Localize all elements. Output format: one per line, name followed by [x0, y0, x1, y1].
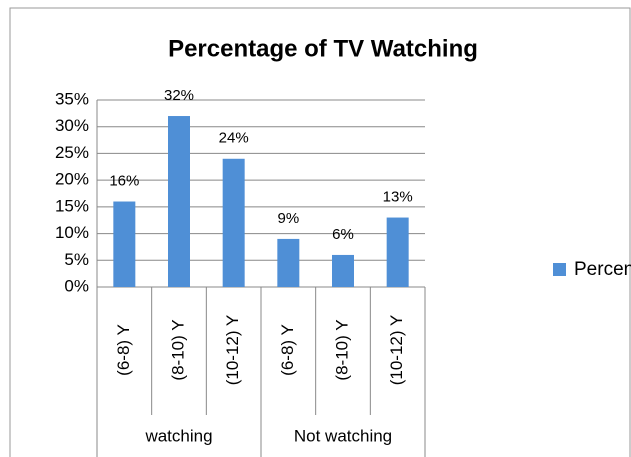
data-label: 6% — [332, 226, 354, 243]
y-tick-label: 15% — [55, 196, 89, 215]
x-tick-label: (10-12) Y — [223, 315, 242, 386]
bar — [386, 217, 409, 287]
x-tick-label: (10-12) Y — [387, 315, 406, 386]
bar — [277, 238, 300, 287]
bar — [113, 201, 136, 287]
x-tick-label: (6-8) Y — [114, 324, 133, 376]
x-tick-label: (8-10) Y — [168, 319, 187, 380]
data-label: 13% — [383, 189, 413, 206]
y-tick-label: 20% — [55, 170, 89, 189]
legend-label: Percentage — [574, 259, 631, 280]
data-label: 32% — [164, 87, 194, 104]
chart-title: Percentage of TV Watching — [168, 35, 478, 62]
chart-border — [9, 7, 631, 457]
data-label: 9% — [277, 210, 299, 227]
y-tick-label: 30% — [55, 116, 89, 135]
y-tick-label: 10% — [55, 223, 89, 242]
bar — [168, 116, 190, 288]
group-label: watching — [144, 426, 212, 445]
y-tick-label: 25% — [55, 143, 89, 162]
data-label: 16% — [109, 172, 139, 189]
y-tick-label: 35% — [55, 89, 89, 108]
bar — [332, 254, 354, 287]
y-tick-label: 0% — [64, 276, 89, 295]
y-tick-label: 5% — [64, 250, 89, 269]
group-label: Not watching — [294, 426, 392, 445]
bar — [222, 158, 245, 287]
x-tick-label: (6-8) Y — [278, 324, 297, 376]
data-label: 24% — [219, 130, 249, 147]
legend-swatch — [553, 263, 566, 276]
x-tick-label: (8-10) Y — [332, 319, 351, 380]
